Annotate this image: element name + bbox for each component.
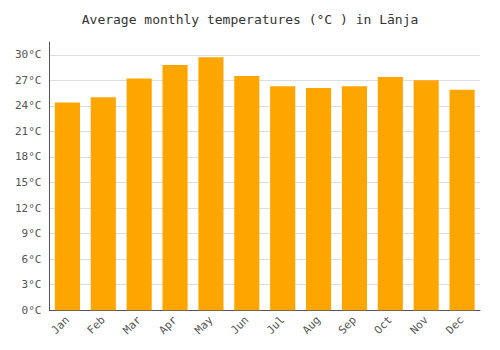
svg-text:May: May [192, 313, 215, 336]
svg-text:24°C: 24°C [15, 99, 42, 112]
svg-text:Jan: Jan [49, 314, 72, 337]
svg-text:3°C: 3°C [22, 278, 42, 291]
svg-text:6°C: 6°C [22, 253, 42, 266]
svg-text:0°C: 0°C [22, 304, 42, 317]
svg-text:Dec: Dec [443, 314, 466, 337]
svg-text:Apr: Apr [156, 313, 179, 336]
svg-text:Mar: Mar [121, 313, 144, 336]
svg-text:Average monthly temperatures (: Average monthly temperatures (°C ) in Lā… [82, 12, 419, 27]
svg-text:12°C: 12°C [15, 202, 42, 215]
svg-text:Feb: Feb [85, 314, 108, 337]
svg-text:Jul: Jul [264, 314, 287, 337]
svg-text:27°C: 27°C [15, 74, 42, 87]
svg-text:Nov: Nov [408, 313, 431, 336]
svg-text:21°C: 21°C [15, 125, 42, 138]
svg-text:Sep: Sep [336, 314, 359, 337]
svg-text:Oct: Oct [372, 314, 395, 337]
svg-text:18°C: 18°C [15, 150, 42, 163]
svg-text:15°C: 15°C [15, 176, 42, 189]
svg-text:Jun: Jun [228, 314, 251, 337]
svg-text:Aug: Aug [300, 314, 323, 337]
svg-text:30°C: 30°C [15, 48, 42, 61]
svg-text:9°C: 9°C [22, 227, 42, 240]
